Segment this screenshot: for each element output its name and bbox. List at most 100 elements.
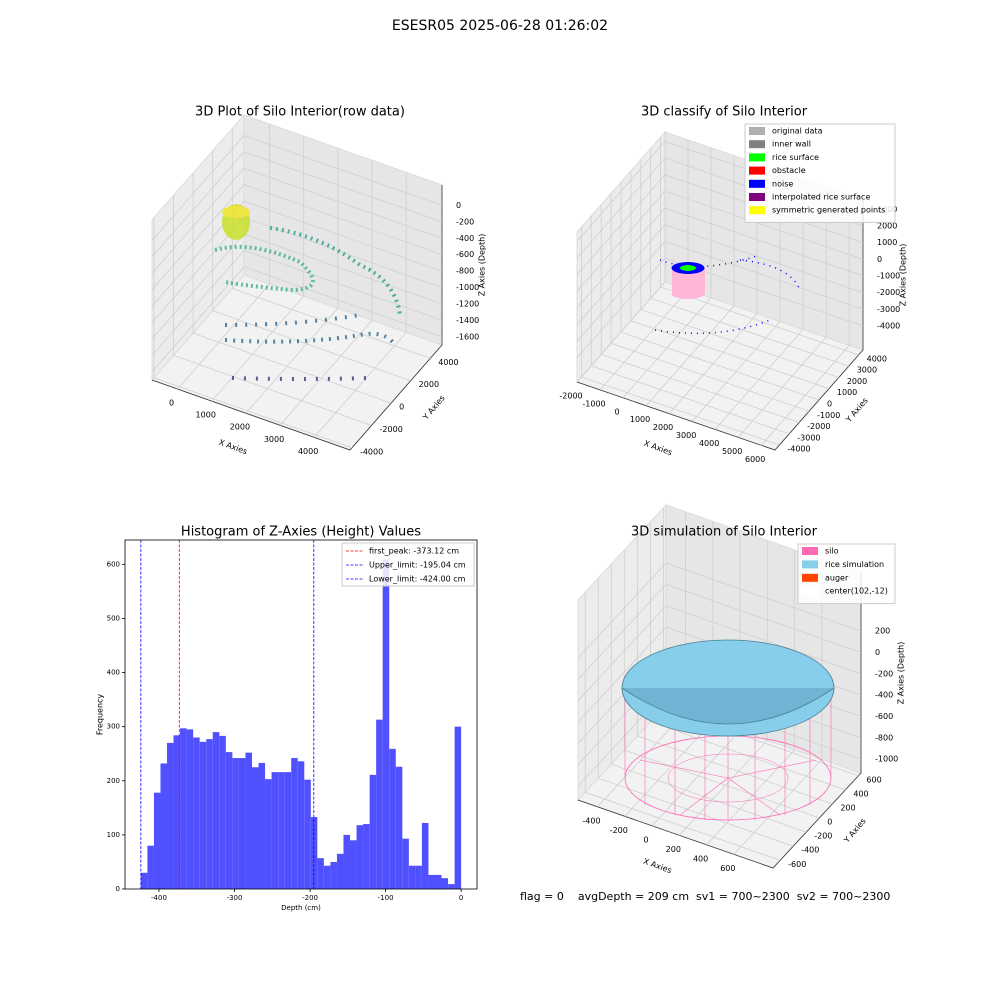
legend-box — [744, 123, 896, 223]
legend-swatch — [802, 587, 818, 596]
grid-line — [577, 562, 862, 659]
legend-label: interpolated rice surface — [772, 193, 870, 202]
x-tick-label: -200 — [610, 826, 628, 835]
bar — [408, 865, 416, 889]
grid-line — [584, 592, 781, 861]
grid-line — [576, 240, 864, 342]
grid-line — [650, 148, 849, 367]
bar — [219, 735, 226, 889]
x-tick-label: -400 — [151, 894, 167, 902]
grid-line — [737, 187, 827, 438]
x-tick-label: 0 — [643, 835, 648, 844]
z-tick-label: -1600 — [456, 332, 479, 341]
bar — [147, 845, 154, 889]
z-tick-label: -2000 — [877, 288, 900, 297]
bar — [212, 732, 220, 889]
grid-line — [576, 190, 864, 292]
grid-line — [610, 193, 810, 412]
axis-line — [577, 573, 862, 869]
bar — [206, 739, 213, 889]
y-tick-label: 1000 — [837, 388, 857, 397]
bar — [278, 772, 285, 889]
bar — [304, 779, 311, 889]
z-tick-label: 200 — [875, 627, 890, 636]
y-tick-label: -600 — [788, 860, 806, 869]
y-tick-label: 100 — [107, 831, 120, 839]
grid-line — [733, 559, 823, 855]
y-tick-label: -2000 — [380, 425, 403, 434]
grid-line — [597, 578, 794, 847]
y-tick-label: -4000 — [360, 447, 383, 456]
x-tick-label: -1000 — [582, 399, 605, 408]
grid-line — [660, 137, 859, 356]
grid-line — [630, 170, 830, 390]
bar — [343, 834, 351, 889]
y-tick-label: 600 — [107, 560, 120, 568]
y-tick-label: -3000 — [797, 433, 820, 442]
legend-swatch — [749, 193, 765, 201]
bar — [336, 853, 344, 889]
x-tick-label: 2000 — [230, 423, 250, 432]
legend-label: rice simulation — [825, 560, 884, 569]
axes-3d: 0 1000 2000 3000 4000 -4000 -2000 0 2000 4000 0 -20… — [151, 113, 487, 456]
y-tick-label: 200 — [840, 803, 855, 812]
bar — [140, 872, 148, 889]
y-tick-label: -2000 — [807, 422, 830, 431]
y-tick-label: -200 — [814, 832, 832, 841]
rice-surface — [680, 265, 696, 271]
x-tick-label: 2000 — [653, 423, 673, 432]
grid-line — [590, 215, 790, 435]
bar — [186, 729, 194, 889]
legend-swatch — [749, 127, 765, 135]
bar — [251, 767, 259, 889]
bar — [382, 559, 390, 889]
y-tick-label: 4000 — [438, 358, 458, 367]
legend-swatch — [749, 179, 765, 188]
z-tick-label: -1000 — [456, 283, 479, 292]
suptitle: ESESR05 2025-06-28 01:26:02 — [392, 18, 608, 34]
grid-line — [576, 257, 864, 359]
z-tick-label: -200 — [456, 217, 474, 226]
grid-line — [151, 167, 443, 274]
grid-line — [151, 266, 443, 373]
z-tick-label: 2000 — [877, 222, 897, 231]
y-tick-label: 2000 — [847, 377, 867, 386]
x-tick-label: 1000 — [196, 411, 216, 420]
grid-line — [760, 195, 850, 446]
z-tick-label: -1000 — [877, 272, 900, 281]
z-axis-label: Z Axies (Depth) — [899, 244, 908, 307]
z-tick-label: -600 — [875, 712, 893, 721]
y-tick-label: 600 — [866, 775, 881, 784]
bar — [434, 874, 442, 889]
bar — [238, 758, 246, 889]
legend-label: Lower_limit: -424.00 cm — [369, 575, 466, 584]
y-tick-label: 2000 — [419, 380, 439, 389]
bar — [389, 748, 396, 889]
z-tick-label: -800 — [875, 733, 893, 742]
bar — [323, 865, 331, 889]
silo-wireframe — [624, 690, 832, 821]
bar — [199, 741, 207, 889]
grid-line — [151, 151, 443, 258]
z-tick-label: -1000 — [875, 755, 898, 764]
bar — [421, 822, 429, 889]
x-tick-label: 400 — [693, 854, 708, 863]
z-tick-label: -400 — [456, 234, 474, 243]
x-tick-label: 4000 — [699, 439, 719, 448]
bar — [402, 838, 409, 889]
z-tick-label: -800 — [456, 267, 474, 276]
bar — [160, 763, 168, 889]
bar — [271, 772, 279, 889]
axis-line — [151, 185, 443, 451]
legend-label: Upper_limit: -195.04 cm — [369, 561, 466, 570]
grid-line — [640, 159, 839, 378]
y-tick-label: 0 — [116, 885, 120, 893]
y-tick-label: 0 — [399, 403, 404, 412]
z-tick-label: 0 — [875, 648, 880, 657]
bar — [153, 792, 161, 889]
bar — [180, 728, 187, 889]
y-tick-label: 4000 — [867, 354, 887, 363]
y-tick-label: 0 — [827, 818, 832, 827]
y-axis-label: Frequency — [96, 694, 105, 736]
